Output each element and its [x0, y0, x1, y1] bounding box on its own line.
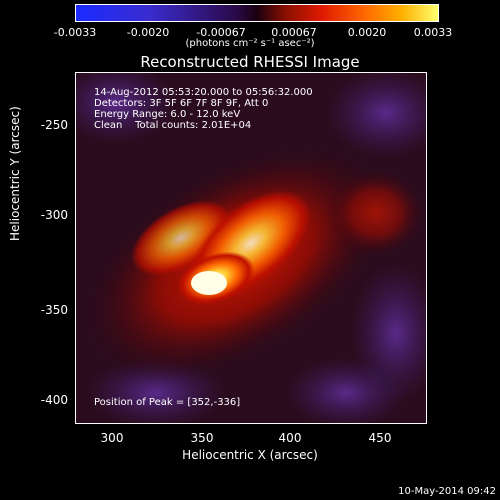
- colorbar-tick-label: 0.0033: [413, 26, 453, 39]
- colorbar-tick-label: -0.00067: [196, 26, 246, 39]
- y-tick-label: -350: [40, 303, 68, 317]
- colorbar-tick-label: 0.0020: [347, 26, 387, 39]
- y-tick-label: -300: [40, 208, 68, 222]
- rhessi-image: 14-Aug-2012 05:53:20.000 to 05:56:32.000…: [75, 72, 427, 424]
- x-axis-label: Heliocentric X (arcsec): [182, 448, 318, 462]
- emission-loop: [131, 190, 311, 305]
- colorbar-tick-label: -0.0020: [126, 26, 170, 39]
- timestamp: 10-May-2014 09:42: [398, 486, 496, 497]
- y-axis-label: Heliocentric Y (arcsec): [8, 106, 22, 241]
- info-line: 14-Aug-2012 05:53:20.000 to 05:56:32.000: [94, 87, 313, 98]
- x-tick-label: 400: [278, 431, 302, 445]
- x-tick-label: 450: [368, 431, 392, 445]
- y-tick-label: -250: [40, 118, 68, 132]
- x-tick-label: 350: [190, 431, 214, 445]
- x-tick-label: 300: [100, 431, 124, 445]
- peak-position: Position of Peak = [352,-336]: [94, 397, 241, 408]
- info-line: Detectors: 3F 5F 6F 7F 8F 9F, Att 0: [94, 98, 269, 109]
- colorbar-tick-label: -0.0033: [53, 26, 97, 39]
- info-line: Energy Range: 6.0 - 12.0 keV: [94, 109, 241, 120]
- y-tick-label: -400: [40, 393, 68, 407]
- image-canvas: [76, 73, 426, 423]
- colorbar-tick-label: 0.00067: [271, 26, 317, 39]
- colorbar-units: (photons cm⁻² s⁻¹ asec⁻²): [185, 38, 315, 49]
- info-line: Clean Total counts: 2.01E+04: [94, 120, 252, 131]
- plot-title: Reconstructed RHESSI Image: [140, 53, 360, 71]
- colorbar: [75, 4, 439, 22]
- background-patches: [76, 73, 426, 423]
